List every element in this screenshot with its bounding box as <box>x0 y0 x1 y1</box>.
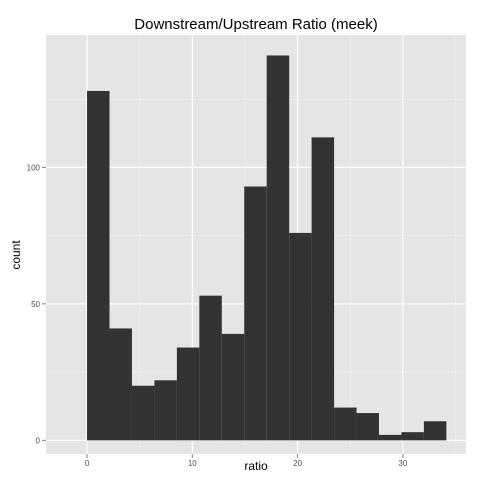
y-axis-ticks: 0 50 100 <box>27 163 46 445</box>
histogram-bar-6 <box>221 333 245 441</box>
histogram-bar-1 <box>109 328 132 441</box>
histogram-bar-4 <box>176 347 200 441</box>
x-tick-label: 0 <box>85 459 90 468</box>
histogram-bar-12 <box>356 413 379 441</box>
histogram-bar-8 <box>266 55 290 441</box>
x-tick-label: 20 <box>293 459 302 468</box>
histogram-bar-11 <box>334 407 357 441</box>
chart-title: Downstream/Upstream Ratio (meek) <box>134 16 377 33</box>
y-axis-title: count <box>9 240 23 270</box>
histogram-bars <box>87 55 447 441</box>
x-axis-title: ratio <box>244 459 268 473</box>
histogram-bar-9 <box>289 232 312 441</box>
histogram-bar-13 <box>378 434 402 441</box>
histogram-bar-10 <box>311 137 335 441</box>
histogram-bar-15 <box>423 421 447 441</box>
histogram-bar-14 <box>401 432 424 441</box>
x-tick-label: 30 <box>398 459 407 468</box>
histogram-bar-2 <box>131 385 155 441</box>
x-tick-label: 10 <box>188 459 197 468</box>
histogram-bar-0 <box>87 90 110 441</box>
y-tick-label: 50 <box>31 300 40 309</box>
x-axis-ticks: 0 10 20 30 <box>85 454 408 468</box>
histogram-bar-5 <box>199 295 222 441</box>
y-tick-label: 0 <box>36 436 41 445</box>
histogram-bar-7 <box>244 186 267 441</box>
histogram-bar-3 <box>154 380 177 441</box>
y-tick-label: 100 <box>27 163 41 172</box>
